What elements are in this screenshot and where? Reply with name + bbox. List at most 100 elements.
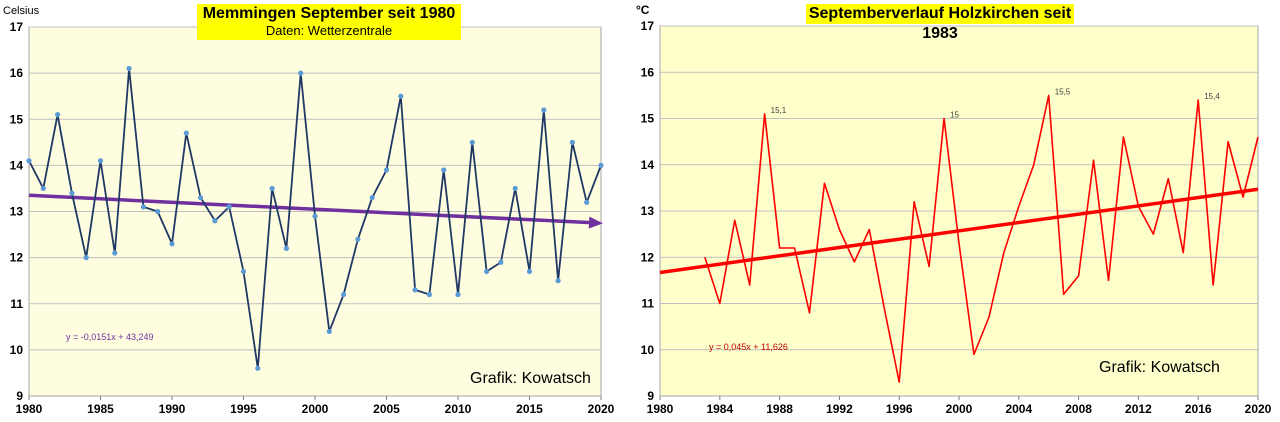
x-tick-label: 2000 [302,402,329,416]
y-tick-label: 12 [10,251,24,265]
holzkirchen-gridlines [660,25,1258,351]
trend-arrowhead [588,216,603,229]
y-tick-label: 15 [10,112,24,126]
holzkirchen-credit: Grafik: Kowatsch [1099,359,1220,376]
data-point [569,139,576,145]
data-point [269,185,275,192]
x-tick-label: 2012 [1125,402,1152,416]
holzkirchen-y-axis-label: °C [636,3,650,17]
data-point [512,185,518,192]
x-tick-label: 1980 [16,402,43,416]
data-point [83,255,89,261]
y-tick-label: 9 [16,389,23,403]
data-point [226,204,232,210]
memmingen-credit: Grafik: Kowatsch [470,370,591,387]
x-tick-label: 1995 [230,402,257,416]
y-tick-label: 14 [641,158,655,172]
data-point [369,195,375,201]
data-point [169,241,175,247]
data-point [283,245,289,251]
x-tick-label: 2000 [946,402,973,416]
data-point [240,268,247,275]
x-tick-label: 1985 [87,402,114,416]
holzkirchen-y-tick-labels: 9 10 11 12 13 14 15 16 17 [641,19,655,403]
data-point [383,167,390,173]
x-tick-label: 1980 [647,402,674,416]
x-tick-label: 2008 [1065,402,1092,416]
x-tick-label: 2005 [373,402,400,416]
memmingen-trendline [28,193,603,229]
y-tick-label: 10 [10,343,24,357]
holzkirchen-chart: 9 10 11 12 13 14 15 16 17 1980 1984 1988 1992 1996 20… [632,0,1280,422]
memmingen-chart: 9 10 11 12 13 14 15 16 17 1980 1985 1990 1995 2000 20… [0,0,632,422]
y-tick-label: 16 [641,65,655,79]
data-label: 15,4 [1204,92,1220,101]
x-tick-label: 2020 [588,402,615,416]
trend-line [659,187,1259,275]
data-point [398,93,404,99]
x-tick-label: 2015 [516,402,543,416]
y-tick-label: 13 [10,205,24,219]
y-tick-label: 10 [641,343,655,357]
data-point [412,287,418,293]
x-tick-label: 2020 [1245,402,1272,416]
memmingen-chart-panel: 9 10 11 12 13 14 15 16 17 1980 1985 1990 1995 2000 20… [0,0,632,422]
data-point [212,218,218,224]
memmingen-y-axis-label: Celsius [3,5,40,17]
y-tick-label: 9 [647,389,654,403]
data-point [126,65,132,72]
memmingen-y-tick-labels: 9 10 11 12 13 14 15 16 17 [10,20,24,403]
data-point [526,268,533,275]
data-point [312,213,318,219]
data-label: 15 [950,111,959,120]
y-tick-label: 12 [641,250,655,264]
holzkirchen-data-labels: 15,1 15 15,5 15,4 [771,87,1221,119]
holzkirchen-series [704,94,1259,383]
data-point [441,167,447,173]
data-point [255,365,261,371]
data-point [598,162,604,168]
data-label: 15,5 [1055,87,1071,96]
data-point [326,328,332,335]
memmingen-x-tick-labels: 1980 1985 1990 1995 2000 2005 2010 2015 2020 [16,396,615,416]
data-point [426,291,432,298]
data-point [26,158,32,164]
data-point [555,278,561,284]
data-point [584,199,590,205]
x-tick-label: 1990 [159,402,186,416]
data-point [155,208,161,215]
y-tick-label: 14 [10,158,24,172]
data-point [484,268,490,275]
data-point [498,259,504,265]
data-point [40,185,46,192]
data-label: 15,1 [771,106,787,115]
data-point [455,291,461,298]
data-point [541,107,547,113]
y-tick-label: 17 [10,20,24,34]
data-point [341,291,347,298]
y-tick-label: 15 [641,112,655,126]
x-tick-label: 2010 [445,402,472,416]
data-point [55,112,61,118]
data-point [112,250,118,256]
memmingen-trend-equation: y = -0,0151x + 43,249 [66,332,154,342]
data-point [469,139,475,145]
data-point [183,130,189,136]
y-tick-label: 17 [641,19,655,33]
data-point [69,190,75,196]
memmingen-markers [26,65,604,371]
memmingen-chart-title: Memmingen September seit 1980 [202,5,456,22]
y-tick-label: 11 [10,297,23,311]
holzkirchen-trendline [659,187,1259,275]
data-point [198,195,204,201]
x-tick-label: 1984 [706,402,733,416]
series-line [704,94,1259,383]
data-point [97,158,104,164]
holzkirchen-x-tick-labels: 1980 1984 1988 1992 1996 2000 2004 2008 2012 2016… [647,396,1272,416]
data-point [355,236,361,242]
holzkirchen-chart-title: Septemberverlauf Holzkirchen seit 1983 [808,5,1072,42]
holzkirchen-chart-panel: 9 10 11 12 13 14 15 16 17 1980 1984 1988 1992 1996 20… [632,0,1280,422]
data-point [298,70,304,76]
trend-line [28,193,592,225]
holzkirchen-title-box: Septemberverlauf Holzkirchen seit 1983 [806,4,1074,42]
